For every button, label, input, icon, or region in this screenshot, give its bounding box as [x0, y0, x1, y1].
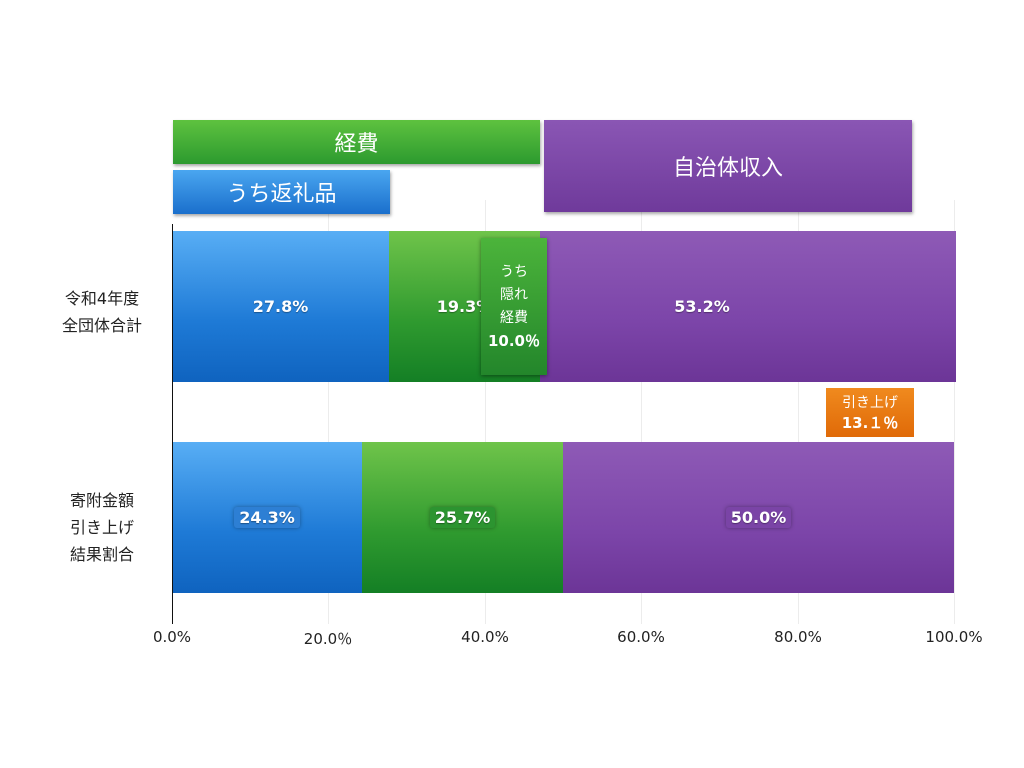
raise-callout: 引き上げ 13.１％	[826, 388, 914, 437]
raise-callout-label: 引き上げ	[842, 394, 898, 411]
gridline-1	[328, 200, 329, 624]
bar-gifts-row-1: 24.3%	[172, 442, 362, 593]
hidden-expenses-callout: うち 隠れ 経費 10.0％	[481, 238, 547, 375]
bar-municipal-row-0: 53.2%	[540, 231, 956, 382]
data-label-expenses-row-1: 25.7%	[429, 507, 496, 528]
legend-gifts-label: うち返礼品	[226, 182, 337, 207]
x-tick-label-0: 0.0%	[152, 628, 192, 646]
data-label-gifts-row-0: 27.8%	[252, 297, 309, 316]
legend-municipal-income-label: 自治体収入	[672, 156, 783, 181]
row-label-total: 令和4年度 全団体合計	[40, 285, 164, 339]
hidden-expenses-line-1: うち	[500, 263, 528, 280]
hidden-expenses-value: 10.0％	[487, 331, 540, 350]
row-label-total-text: 令和4年度 全団体合計	[61, 289, 142, 335]
legend-municipal-income: 自治体収入	[544, 120, 912, 212]
raise-callout-value: 13.１％	[841, 413, 899, 432]
data-label-municipal-row-0: 53.2%	[674, 297, 730, 316]
x-tick-label-3: 60.0%	[617, 628, 665, 646]
data-label-gifts-row-1: 24.3%	[234, 507, 300, 528]
gridline-2	[485, 200, 486, 624]
bar-gifts-row-0: 27.8%	[172, 231, 389, 382]
data-label-municipal-row-1: 50.0%	[725, 507, 792, 528]
x-tick-label-1: 20.0％	[303, 630, 353, 648]
row-label-raise: 寄附金額 引き上げ 結果割合	[40, 487, 164, 568]
legend-gifts: うち返礼品	[173, 170, 390, 214]
gridline-4	[798, 200, 799, 624]
y-axis-line	[172, 224, 173, 624]
bar-expenses-row-1: 25.7%	[362, 442, 563, 593]
hidden-expenses-line-2: 隠れ	[500, 286, 528, 303]
x-tick-label-4: 80.0%	[774, 628, 822, 646]
legend-expenses: 経費	[173, 120, 540, 164]
legend-expenses-label: 経費	[334, 132, 379, 157]
bar-municipal-row-1: 50.0%	[563, 442, 954, 593]
gridline-3	[641, 200, 642, 624]
data-label-expenses-row-0: 19.3%	[436, 297, 493, 316]
row-label-raise-text: 寄附金額 引き上げ 結果割合	[69, 491, 134, 564]
gridline-5	[954, 200, 955, 624]
hidden-expenses-line-3: 経費	[500, 309, 528, 326]
x-tick-label-2: 40.0%	[461, 628, 509, 646]
x-tick-label-5: 100.0%	[925, 628, 983, 646]
